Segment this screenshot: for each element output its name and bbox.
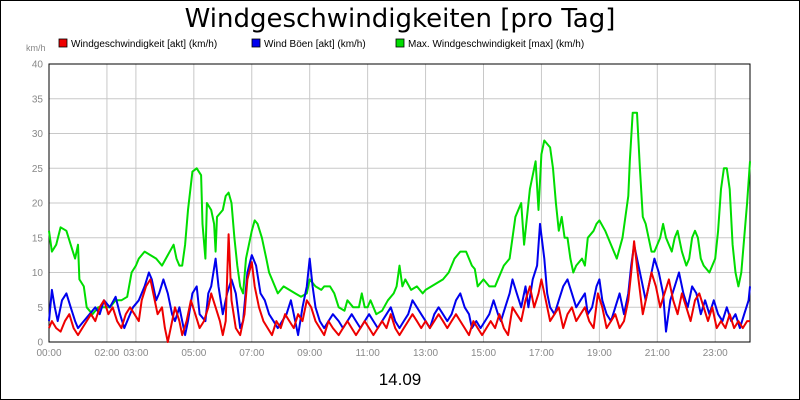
y-tick-label: 15 <box>32 233 44 244</box>
y-tick-label: 0 <box>37 338 43 349</box>
y-tick-label: 20 <box>32 199 44 210</box>
x-tick-label: 19:00 <box>587 348 612 359</box>
x-tick-label: 21:00 <box>645 348 670 359</box>
x-axis-date-label: 14.09 <box>379 370 422 389</box>
legend-swatch-wind-boeen <box>251 38 261 48</box>
y-axis-unit: km/h <box>26 43 46 53</box>
x-tick-label: 02:00 <box>94 348 119 359</box>
x-tick-label: 07:00 <box>239 348 264 359</box>
y-tick-label: 10 <box>32 268 44 279</box>
legend-label-wind-boeen: Wind Böen [akt] (km/h) <box>264 39 366 50</box>
y-axis-ticks: 0 5 10 15 20 25 30 35 40 <box>32 60 44 349</box>
x-tick-label: 11:00 <box>355 348 380 359</box>
legend-swatch-windgeschwindigkeit <box>58 38 68 48</box>
legend-label-windgeschwindigkeit: Windgeschwindigkeit [akt] (km/h) <box>71 39 217 50</box>
legend: Windgeschwindigkeit [akt] (km/h) Wind Bö… <box>58 38 584 50</box>
y-tick-label: 35 <box>32 94 44 105</box>
series-line-0 <box>48 111 751 316</box>
x-tick-label: 03:00 <box>123 348 148 359</box>
series-lines <box>48 111 751 343</box>
x-tick-label: 23:00 <box>703 348 728 359</box>
x-axis-ticks: 00:00 02:00 03:00 05:00 07:00 09:00 11:00 13:00… <box>36 348 728 359</box>
x-tick-label: 05:00 <box>181 348 206 359</box>
x-tick-label: 15:00 <box>471 348 496 359</box>
x-tick-label: 17:00 <box>529 348 554 359</box>
plot-area-border <box>48 63 751 343</box>
series-line-1 <box>48 222 751 337</box>
y-tick-label: 40 <box>32 60 44 71</box>
chart-title: Windgeschwindigkeiten [pro Tag] <box>185 4 616 34</box>
y-tick-label: 30 <box>32 129 44 140</box>
x-tick-label: 00:00 <box>36 348 61 359</box>
y-tick-label: 25 <box>32 164 44 175</box>
series-line-2 <box>48 233 750 343</box>
y-tick-label: 5 <box>37 303 43 314</box>
x-tick-label: 09:00 <box>297 348 322 359</box>
legend-label-max-windgeschwindigkeit: Max. Windgeschwindigkeit [max] (km/h) <box>408 39 584 50</box>
x-tick-label: 13:00 <box>413 348 438 359</box>
legend-swatch-max-windgeschwindigkeit <box>395 38 405 48</box>
